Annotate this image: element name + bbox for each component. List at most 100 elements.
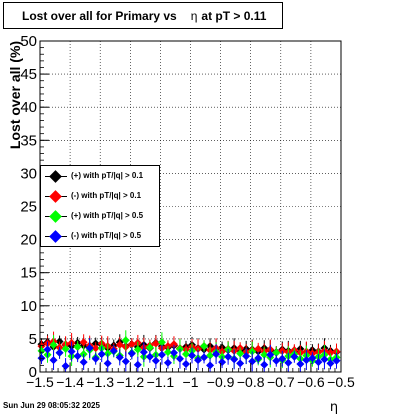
data-point (97, 350, 106, 359)
data-point (151, 339, 160, 348)
data-point (212, 350, 221, 359)
data-point (133, 360, 142, 369)
data-point (308, 354, 317, 363)
legend-label: (-) with pT/|q| > 0.1 (71, 191, 142, 200)
data-point (157, 338, 166, 347)
data-point (91, 354, 100, 363)
data-point (254, 354, 263, 363)
data-point (73, 342, 82, 351)
y-tick-label: 30 (20, 165, 37, 182)
data-point (326, 348, 335, 357)
title-suffix: at pT > 0.11 (201, 9, 267, 23)
data-point (157, 350, 166, 359)
x-tick-label: −1.1 (147, 374, 175, 390)
tick-labels: −1.5 −1.4 −1.3 −1.2 −1.1 −1 −0.9 −0.8 −0.7 −0.6 −0… (20, 33, 355, 390)
data-point (181, 350, 190, 359)
x-tick-label: −0.6 (297, 374, 325, 390)
data-point (296, 360, 305, 369)
x-tick-label: −1.2 (116, 374, 144, 390)
legend: (+) with pT/|q| > 0.1 (-) with pT/|q| > … (40, 165, 160, 247)
data-point (115, 340, 124, 349)
data-point (55, 348, 64, 357)
data-point (127, 340, 136, 349)
legend-label: (-) with pT/|q| > 0.5 (71, 231, 142, 240)
data-point (200, 342, 209, 351)
y-tick-label: 50 (20, 33, 37, 50)
data-point (79, 358, 88, 367)
data-point (121, 357, 130, 366)
data-point (49, 356, 58, 365)
data-point (236, 349, 245, 358)
data-point (206, 351, 215, 360)
title-text: Lost over all for Primary vs (22, 9, 177, 23)
data-point (326, 359, 335, 368)
legend-marker (49, 230, 62, 243)
x-tick-label: −0.7 (267, 374, 295, 390)
legend-label: (+) with pT/|q| > 0.5 (71, 211, 144, 220)
data-point (181, 360, 190, 369)
data-point (272, 356, 281, 365)
datestamp: Sun Jun 29 08:05:32 2025 (3, 401, 100, 410)
y-tick-label: 10 (20, 298, 37, 315)
data-point (61, 344, 70, 353)
x-tick-label: −1 (183, 374, 199, 390)
data-point (260, 350, 269, 359)
y-tick-label: 20 (20, 232, 37, 249)
data-point (139, 348, 148, 357)
data-point (133, 345, 142, 354)
legend-entry: (+) with pT/|q| > 0.1 (41, 167, 159, 187)
x-tick-label: −1.4 (56, 374, 84, 390)
data-series (37, 338, 341, 372)
data-point (206, 361, 215, 370)
legend-entry: (+) with pT/|q| > 0.5 (41, 207, 159, 227)
data-point (43, 345, 52, 354)
data-point (151, 356, 160, 365)
data-points (37, 330, 341, 372)
chart-title: Lost over all for Primary vs η at pT > 0.1… (3, 2, 283, 29)
data-point (73, 352, 82, 361)
data-point (49, 340, 58, 349)
x-axis-label: η (330, 400, 338, 414)
data-point (109, 346, 118, 355)
data-point (103, 359, 112, 368)
data-point (224, 352, 233, 361)
data-point (278, 354, 287, 363)
data-point (236, 359, 245, 368)
data-point (332, 356, 341, 365)
data-point (61, 362, 70, 371)
data-point (302, 356, 311, 365)
data-point (320, 355, 329, 364)
data-point (260, 360, 269, 369)
y-tick-label: 25 (20, 199, 37, 216)
data-point (67, 347, 76, 356)
data-point (145, 352, 154, 361)
y-tick-label: 5 (29, 331, 37, 348)
y-axis-label: Lost over all (%) (7, 41, 23, 149)
data-point (163, 348, 172, 357)
data-point (85, 344, 94, 353)
legend-entry: (-) with pT/|q| > 0.5 (41, 227, 159, 247)
y-tick-label: 15 (20, 265, 37, 282)
legend-entry: (-) with pT/|q| > 0.1 (41, 187, 159, 207)
y-tick-label: 35 (20, 132, 37, 149)
title-eta-symbol: η (190, 9, 198, 23)
legend-marker (49, 210, 62, 223)
data-point (218, 358, 227, 367)
data-point (284, 358, 293, 367)
y-tick-label: 40 (20, 99, 37, 116)
data-point (314, 358, 323, 367)
data-point (242, 352, 251, 361)
legend-marker (49, 170, 62, 183)
data-point (163, 358, 172, 367)
x-tick-label: −0.9 (207, 374, 235, 390)
data-point (169, 348, 178, 357)
x-tick-label: −1.5 (26, 374, 54, 390)
x-tick-label: −0.8 (237, 374, 265, 390)
data-point (91, 344, 100, 353)
legend-marker (49, 190, 62, 203)
data-point (200, 353, 209, 362)
x-tick-label: −1.3 (86, 374, 114, 390)
data-point (145, 343, 154, 352)
data-point (175, 354, 184, 363)
data-point (79, 338, 88, 347)
